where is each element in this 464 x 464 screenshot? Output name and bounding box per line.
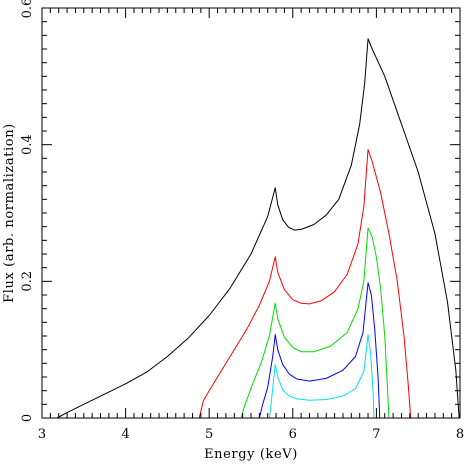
series-line-5 xyxy=(268,334,375,419)
y-tick-label: 0.6 xyxy=(20,0,35,18)
ticks-layer: 3 4 5 6 7 8 0 0.2 0.4 0.6 xyxy=(20,0,464,442)
series-line-4 xyxy=(258,282,381,419)
y-tick-label: 0.4 xyxy=(20,134,35,155)
y-axis-label: Flux (arb. normalization) xyxy=(2,123,17,303)
x-tick-label: 5 xyxy=(205,427,213,442)
x-tick-label: 6 xyxy=(289,427,297,442)
x-tick-label: 7 xyxy=(372,427,380,442)
series-line-1 xyxy=(56,38,460,419)
series-line-2 xyxy=(198,148,412,419)
y-tick-label: 0 xyxy=(20,414,35,422)
series-layer xyxy=(56,38,460,419)
x-axis-label: Energy (keV) xyxy=(204,447,298,462)
x-tick-label: 3 xyxy=(38,427,46,442)
y-tick-label: 0.2 xyxy=(20,271,35,292)
x-tick-label: 4 xyxy=(121,427,129,442)
series-line-3 xyxy=(240,227,390,419)
plot-frame xyxy=(41,7,461,419)
x-tick-label: 8 xyxy=(456,427,464,442)
